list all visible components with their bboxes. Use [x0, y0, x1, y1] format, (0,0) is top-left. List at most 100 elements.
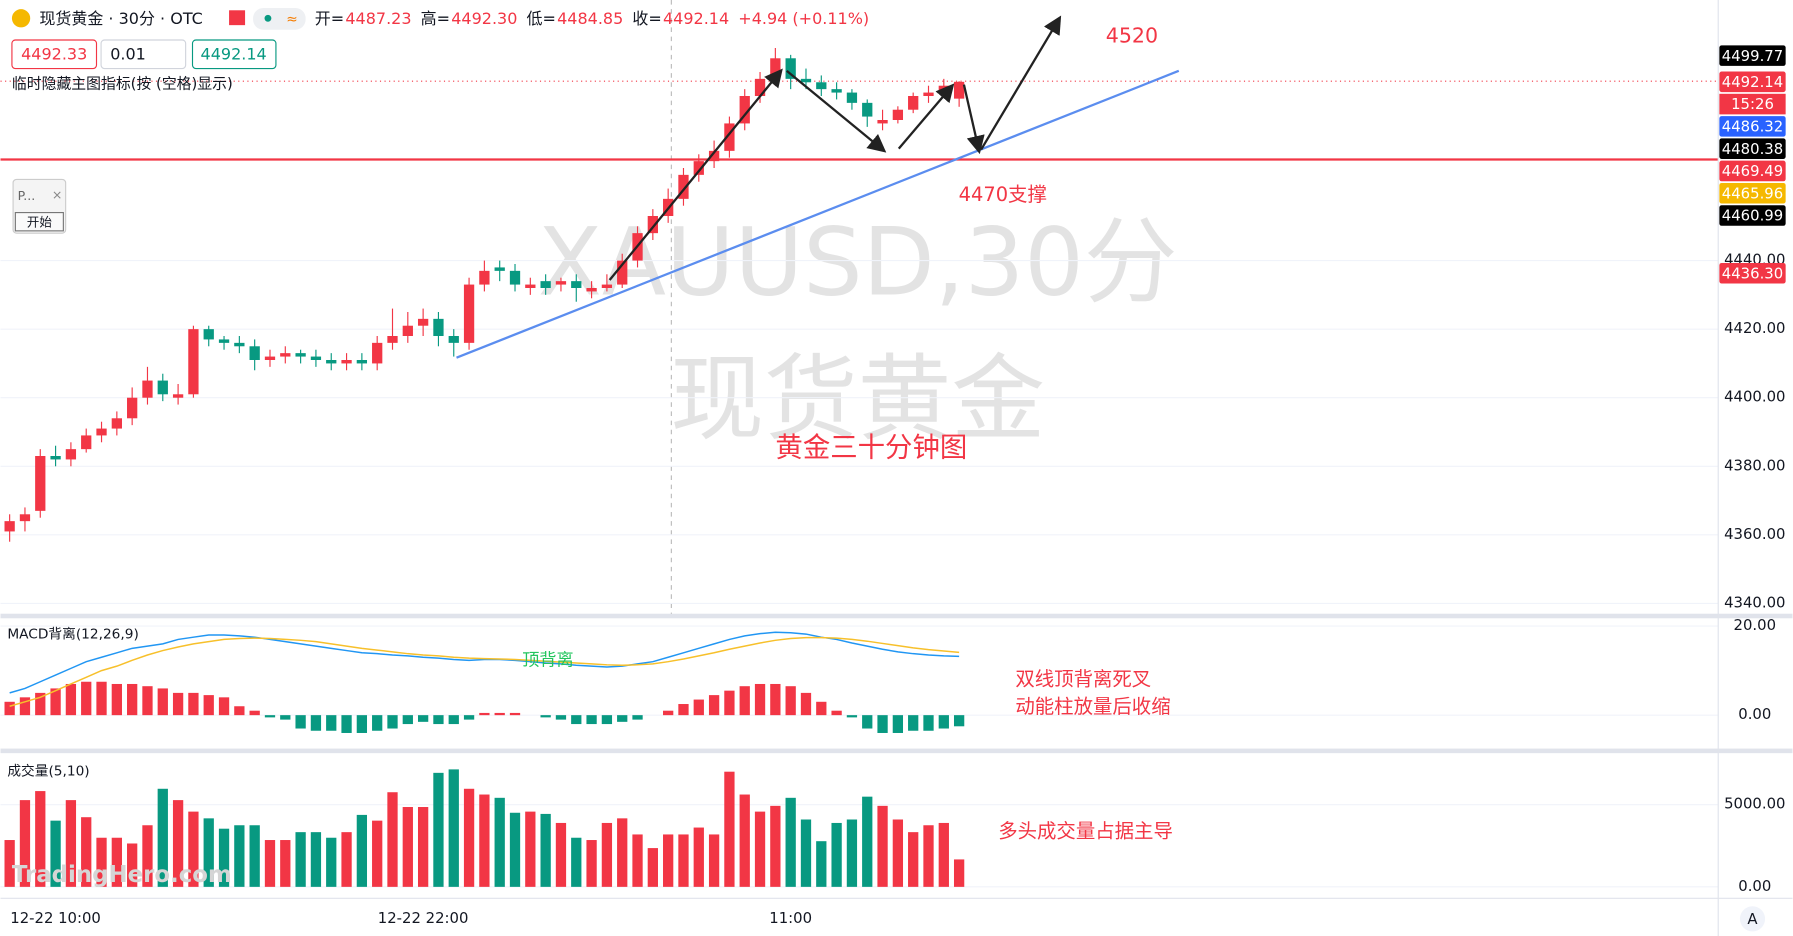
candle-body [50, 456, 61, 460]
candle-body [877, 120, 888, 124]
macd-bar [295, 715, 306, 729]
volume-bar [417, 807, 429, 887]
qty: 0.01 [110, 44, 146, 63]
macd-bar [249, 710, 260, 716]
candle-body [708, 150, 720, 162]
macd-line [9, 631, 960, 694]
candle-body [4, 521, 15, 532]
macd-bar [310, 715, 322, 731]
price-label-box [1719, 182, 1786, 204]
qty-input[interactable] [100, 39, 187, 70]
candle-body [739, 96, 750, 124]
y-tick-label: 0.00 [1738, 877, 1771, 895]
volume-bar [111, 837, 122, 887]
sell-button[interactable] [11, 39, 98, 70]
candle-body [724, 123, 735, 151]
y-tick-label: 0.00 [1738, 705, 1771, 723]
trend-line [456, 69, 1180, 359]
volume-bar [770, 805, 781, 887]
macd-bar [908, 715, 919, 731]
volume-bar [280, 840, 291, 887]
candle-body [249, 346, 260, 360]
annotation: 黄金三十分钟图 [775, 433, 967, 464]
volume-bar [617, 818, 628, 887]
x-tick-label: 12-22 22:00 [378, 909, 469, 927]
candle-body [280, 353, 291, 357]
macd-bar [463, 715, 475, 720]
volume-bar [923, 825, 934, 887]
volume-bar [142, 825, 153, 887]
candle-body [96, 428, 107, 436]
buy-button[interactable] [191, 39, 277, 70]
macd-bar [417, 715, 429, 722]
macd-bar [877, 715, 888, 733]
candle-body [65, 449, 77, 460]
header: 现货黄金 · 30分 · OTC ≈ 开= 4487.23 高= 4492.30 低= 4… [11, 8, 1766, 932]
volume-bar [402, 807, 413, 887]
volume-bar [372, 820, 383, 887]
candle-body [770, 58, 781, 79]
macd-bar [19, 697, 31, 716]
y-tick-label: 4360.00 [1724, 525, 1785, 543]
candle-body [831, 89, 842, 93]
candle-body [571, 281, 582, 288]
auto-scale-label: A [1747, 910, 1758, 928]
plot: 4340.004360.004380.004400.004420.004440.… [0, 45, 1786, 927]
price-label: 4436.30 [1722, 264, 1783, 282]
volume-bar [35, 791, 46, 887]
brand-watermark: TradingHero.com [12, 862, 232, 888]
volume-bar [387, 792, 398, 887]
x-tick-label: 11:00 [769, 909, 812, 927]
widget-button[interactable] [14, 211, 64, 232]
pane-separator [0, 748, 1793, 754]
candle-body [433, 318, 444, 336]
price-label-box [1719, 205, 1786, 226]
ohlc-value: 4487.23 [345, 9, 411, 28]
arrow [786, 69, 887, 153]
macd-bar [663, 710, 674, 716]
candle-body [295, 353, 306, 357]
candle-body [142, 380, 153, 398]
macd-bar [433, 715, 444, 725]
annotation: 双线顶背离死叉 [1015, 667, 1151, 690]
candle-body [310, 356, 322, 360]
volume-bar [356, 814, 368, 887]
volume-bar [877, 805, 888, 887]
macd-bar [402, 715, 413, 725]
macd-bar [111, 683, 122, 716]
macd-bar [754, 683, 766, 716]
macd-bar [693, 699, 704, 716]
volume-bar [846, 819, 858, 887]
candle-body [908, 96, 919, 110]
y-tick-label: 20.00 [1734, 616, 1777, 634]
flag-icon[interactable] [229, 10, 246, 26]
macd-bar [708, 695, 720, 716]
ohlc: 开= 4487.23 高= 4492.30 低= 4484.85 收= 4492.14 +4.9… [315, 9, 869, 28]
volume-bar [754, 811, 766, 887]
price-label: 4465.96 [1722, 184, 1783, 202]
volume-bar [203, 818, 214, 887]
auto-scale[interactable] [1739, 906, 1766, 932]
annotation: 4520 [1106, 24, 1158, 48]
volume-bar [862, 796, 873, 887]
status-pill[interactable] [253, 8, 306, 30]
widget-close[interactable]: × [52, 187, 63, 202]
arrow [962, 84, 985, 155]
candle-body [341, 360, 352, 364]
volume-bar [938, 822, 949, 887]
volume-bar [908, 832, 919, 887]
x-tick-label: 12-22 10:00 [10, 909, 101, 927]
ohlc-label: 收= [632, 9, 661, 28]
volume-bar [4, 840, 15, 887]
candle-body [816, 82, 827, 90]
volume-bar [433, 772, 444, 887]
candle-body [540, 281, 551, 288]
annotation: 动能柱放量后收缩 [1015, 695, 1170, 718]
candle-body [678, 174, 689, 199]
macd-bar [188, 692, 199, 716]
candle-body [953, 81, 965, 99]
candle-body [892, 109, 904, 120]
widget-button-label: 开始 [27, 214, 53, 229]
